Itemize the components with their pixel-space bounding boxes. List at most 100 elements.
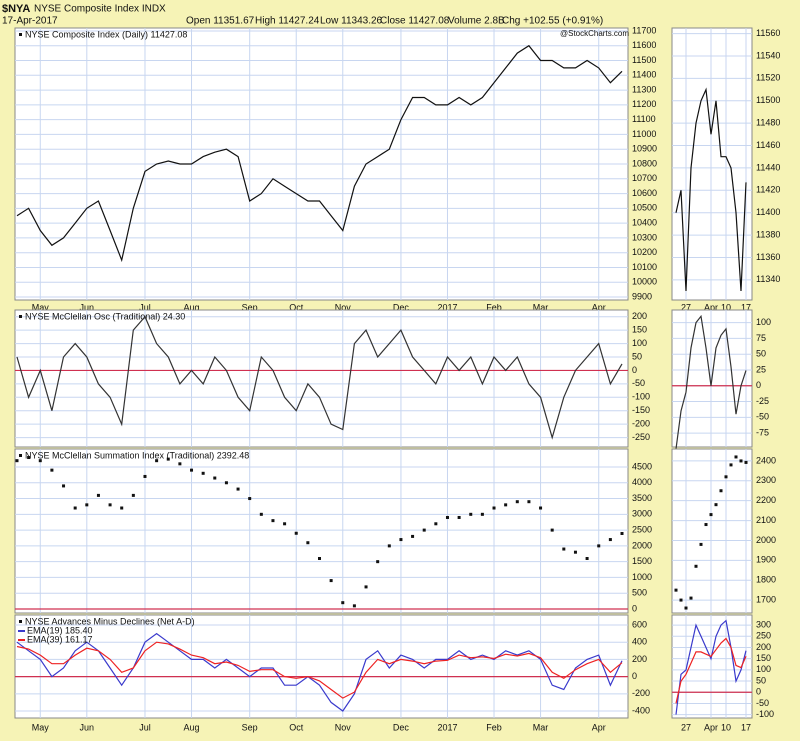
dot xyxy=(352,604,356,608)
dot xyxy=(504,503,508,507)
dot xyxy=(684,606,688,610)
y-tick-label: 2500 xyxy=(632,524,652,534)
x-tick-label: 27 xyxy=(681,302,691,312)
y-tick-label: 150 xyxy=(756,653,771,663)
x-tick-label: Aug xyxy=(184,302,200,312)
x-tick-label: Oct xyxy=(289,302,304,312)
y-tick-label: 150 xyxy=(632,325,647,335)
y-tick-label: 10900 xyxy=(632,144,657,154)
dot xyxy=(364,585,368,589)
y-tick-label: 0 xyxy=(632,671,637,681)
dot xyxy=(469,512,473,516)
x-tick-label: Nov xyxy=(335,722,352,732)
series-line xyxy=(16,44,623,263)
x-tick-label: Feb xyxy=(486,722,502,732)
dot xyxy=(539,506,543,510)
x-tick-label: Jun xyxy=(80,722,95,732)
series-line xyxy=(675,637,747,704)
y-tick-label: 10800 xyxy=(632,158,657,168)
dot xyxy=(178,462,182,466)
y-tick-label: -100 xyxy=(756,709,774,719)
dot xyxy=(729,463,733,467)
dot xyxy=(734,455,738,459)
y-tick-label: 50 xyxy=(756,349,766,359)
y-tick-label: 100 xyxy=(632,338,647,348)
y-tick-label: 0 xyxy=(632,603,637,613)
dot xyxy=(411,534,415,538)
y-tick-label: 11400 xyxy=(632,70,656,80)
y-tick-label: 11340 xyxy=(756,274,780,284)
dot xyxy=(562,547,566,551)
y-tick-label: 0 xyxy=(756,380,761,390)
dot xyxy=(550,528,554,532)
y-tick-label: 25 xyxy=(756,364,766,374)
y-tick-label: 4000 xyxy=(632,477,652,487)
dot xyxy=(50,468,54,472)
y-tick-label: 4500 xyxy=(632,461,652,471)
y-tick-label: 11100 xyxy=(632,114,656,124)
dot xyxy=(73,506,77,510)
y-tick-label: 11600 xyxy=(632,40,656,50)
y-tick-label: 11300 xyxy=(632,84,656,94)
dot xyxy=(155,459,159,463)
dot xyxy=(376,560,380,564)
dot xyxy=(190,468,194,472)
y-tick-label: 10700 xyxy=(632,173,657,183)
panel-title: NYSE Advances Minus Declines (Net A-D) xyxy=(25,616,195,626)
dot xyxy=(739,459,743,463)
panel xyxy=(671,614,753,719)
dot xyxy=(120,506,124,510)
x-tick-label: Aug xyxy=(184,722,200,732)
x-tick-label: Apr xyxy=(704,722,718,732)
y-tick-label: 0 xyxy=(632,365,637,375)
panel-title: NYSE McClellan Osc (Traditional) 24.30 xyxy=(25,311,185,321)
x-tick-label: Mar xyxy=(533,722,549,732)
dot xyxy=(143,474,147,478)
dot xyxy=(201,471,205,475)
title-marker xyxy=(19,315,22,318)
y-tick-label: 11200 xyxy=(632,99,656,109)
dot xyxy=(704,523,708,527)
x-tick-label: 10 xyxy=(721,722,731,732)
y-tick-label: 10000 xyxy=(632,277,657,287)
dot xyxy=(131,493,135,497)
dot xyxy=(744,460,748,464)
symbol: $NYA xyxy=(2,3,30,15)
y-tick-label: 3000 xyxy=(632,509,652,519)
series-line xyxy=(675,619,747,715)
y-tick-label: 11540 xyxy=(756,50,780,60)
y-tick-label: 2200 xyxy=(756,495,776,505)
x-tick-label: 17 xyxy=(741,722,751,732)
y-tick-label: 10300 xyxy=(632,232,657,242)
x-tick-label: 2017 xyxy=(437,302,457,312)
y-tick-label: 11480 xyxy=(756,118,780,128)
x-tick-label: May xyxy=(32,302,50,312)
y-tick-label: 200 xyxy=(632,654,647,664)
dot xyxy=(689,596,693,600)
y-tick-label: 1700 xyxy=(756,594,776,604)
dot xyxy=(166,457,170,461)
date: 17-Apr-2017 xyxy=(2,16,58,27)
dot xyxy=(709,513,713,517)
x-tick-label: Dec xyxy=(393,722,410,732)
dot xyxy=(699,542,703,546)
y-tick-label: 11380 xyxy=(756,229,780,239)
y-tick-label: 500 xyxy=(632,588,647,598)
dot xyxy=(224,481,228,485)
dot xyxy=(719,489,723,493)
y-tick-label: 11440 xyxy=(756,162,780,172)
y-tick-label: 11460 xyxy=(756,140,780,150)
y-tick-label: -25 xyxy=(756,396,769,406)
y-tick-label: 200 xyxy=(632,311,647,321)
y-tick-label: -50 xyxy=(756,698,769,708)
dot xyxy=(341,601,345,605)
x-tick-label: Jun xyxy=(80,302,95,312)
y-tick-label: -250 xyxy=(632,432,650,442)
x-tick-label: Dec xyxy=(393,302,410,312)
y-tick-label: 2000 xyxy=(756,535,776,545)
dot xyxy=(259,512,263,516)
y-tick-label: 2100 xyxy=(756,515,776,525)
y-tick-label: 1900 xyxy=(756,555,776,565)
series-line xyxy=(675,87,747,292)
dot xyxy=(248,497,252,501)
